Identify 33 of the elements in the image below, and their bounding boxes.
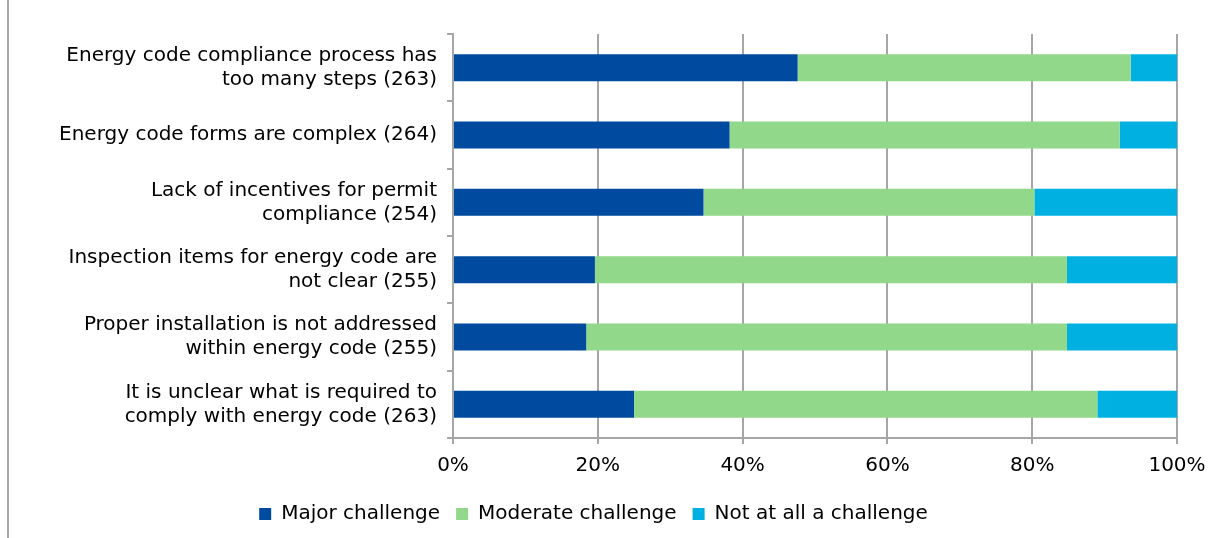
bar (586, 323, 1067, 351)
bar (454, 121, 730, 149)
bar (454, 323, 587, 351)
bar (454, 54, 798, 82)
x-tick-label: 60% (865, 452, 910, 477)
legend-label: Major challenge (281, 500, 441, 525)
bar (454, 256, 595, 284)
bar (1034, 188, 1177, 216)
x-tick-label: 100% (1148, 452, 1206, 477)
x-tick-label: 0% (437, 452, 469, 477)
legend-label: Moderate challenge (478, 500, 677, 525)
y-tick-label: Proper installation is not addressed within energy code (255) (83, 311, 437, 360)
bar (1119, 121, 1177, 149)
legend-label: Not at all a challenge (714, 500, 928, 525)
y-tick-label: Energy code compliance process has too many steps (263) (66, 41, 437, 90)
bar (1097, 390, 1177, 418)
y-tick-label: Inspection items for energy code are not clear (255) (68, 243, 437, 292)
bar (454, 188, 704, 216)
bar (1130, 54, 1177, 82)
bar (454, 390, 634, 418)
bar (703, 188, 1035, 216)
y-tick-label: It is unclear what is required to comply with energy code (263) (124, 378, 437, 427)
y-tick-label: Lack of incentives for permit compliance (254) (150, 176, 438, 225)
y-tick-label: Energy code forms are complex (264) (59, 121, 437, 146)
x-tick-label: 80% (1009, 452, 1055, 477)
bar (634, 390, 1098, 418)
bar (1066, 323, 1177, 351)
x-tick-label: 20% (575, 452, 621, 477)
x-tick-label: 40% (720, 452, 765, 477)
bar (594, 256, 1067, 284)
bar (729, 121, 1120, 149)
bar (1066, 256, 1177, 284)
bar (797, 54, 1131, 82)
